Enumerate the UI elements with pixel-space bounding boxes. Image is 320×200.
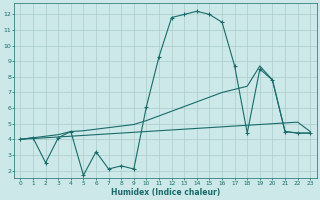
X-axis label: Humidex (Indice chaleur): Humidex (Indice chaleur) bbox=[111, 188, 220, 197]
